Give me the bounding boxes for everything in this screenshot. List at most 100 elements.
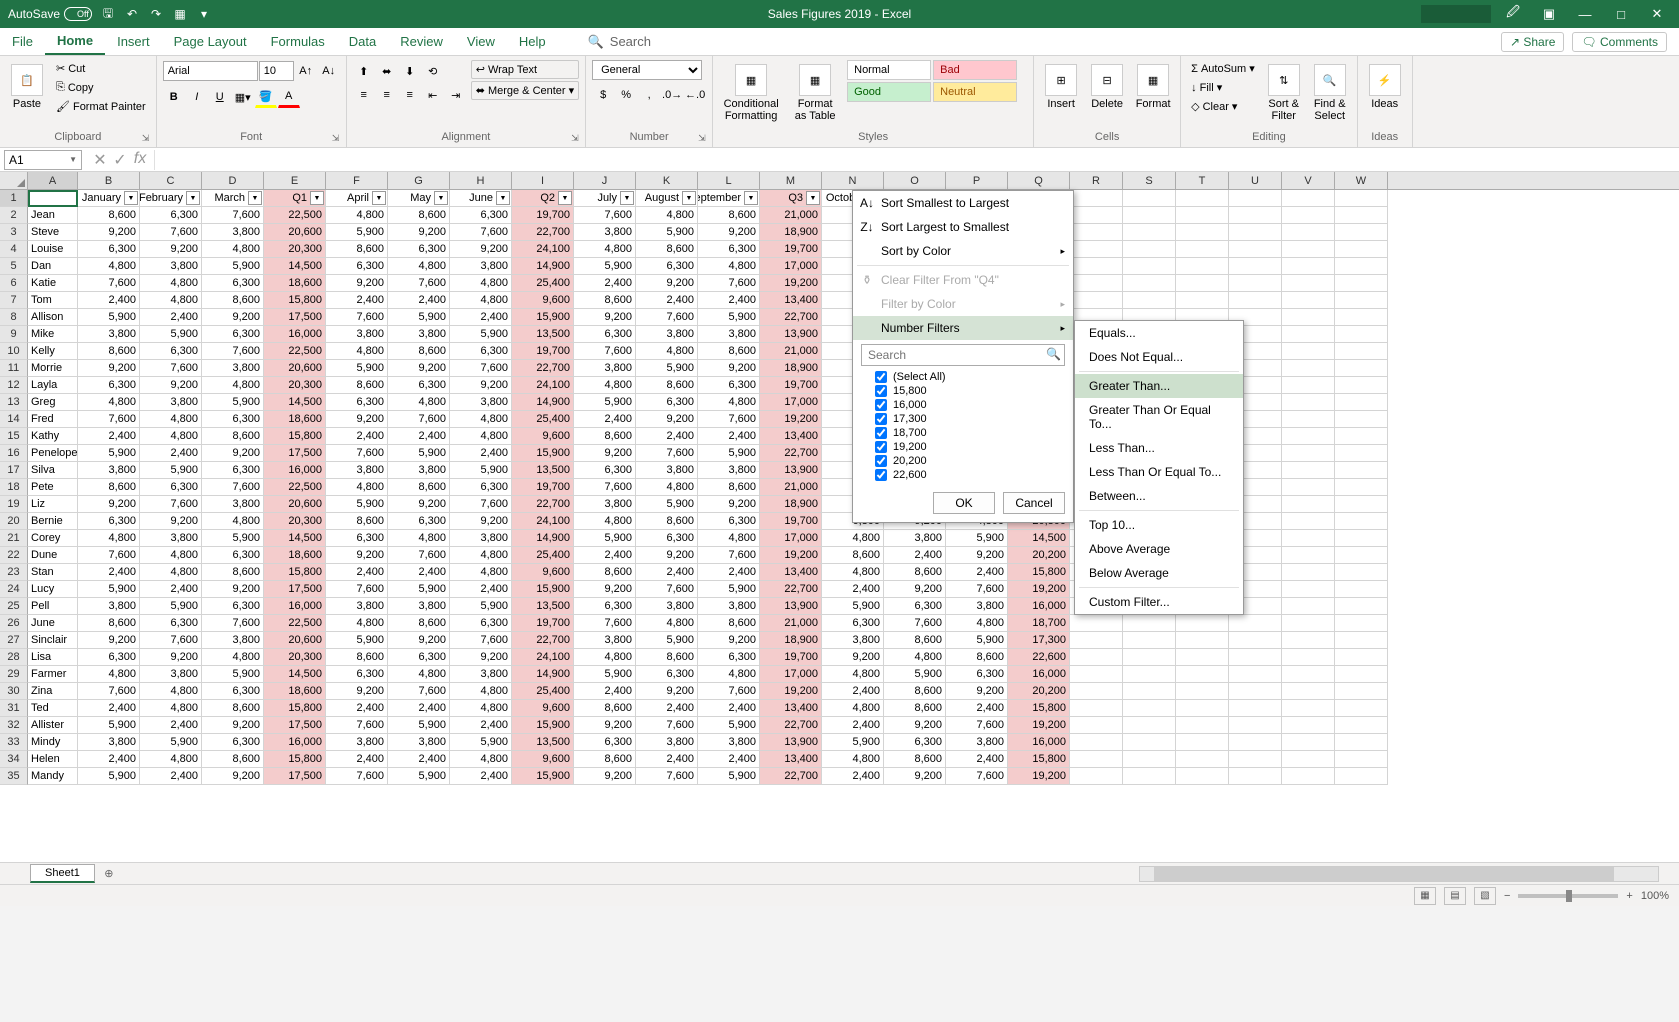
cell[interactable]: 6,300 <box>202 326 264 343</box>
cell[interactable]: 19,700 <box>512 343 574 360</box>
cell[interactable]: 7,600 <box>574 343 636 360</box>
filter-check-item[interactable]: 22,600 <box>875 468 1065 482</box>
column-header[interactable]: P <box>946 172 1008 189</box>
cell[interactable]: 4,800 <box>388 258 450 275</box>
header-cell[interactable]: May▼ <box>388 190 450 207</box>
cell[interactable] <box>1335 530 1388 547</box>
cell[interactable]: 4,800 <box>202 241 264 258</box>
cell[interactable]: 4,800 <box>946 615 1008 632</box>
cell[interactable]: 20,600 <box>264 224 326 241</box>
cell[interactable]: 13,500 <box>512 734 574 751</box>
alignment-launcher-icon[interactable]: ⇲ <box>571 133 583 145</box>
cell[interactable]: 6,300 <box>636 258 698 275</box>
cell[interactable]: 2,400 <box>140 309 202 326</box>
cell[interactable]: 25,400 <box>512 547 574 564</box>
cell[interactable]: 4,800 <box>140 275 202 292</box>
cell[interactable]: 2,400 <box>78 751 140 768</box>
column-header[interactable]: G <box>388 172 450 189</box>
cell[interactable]: 3,800 <box>946 734 1008 751</box>
tab-insert[interactable]: Insert <box>105 28 162 55</box>
cell[interactable]: 20,300 <box>264 649 326 666</box>
ribbon-options-icon[interactable]: 🖉 <box>1499 4 1527 24</box>
cell[interactable]: 8,600 <box>574 751 636 768</box>
cell[interactable]: 9,200 <box>78 496 140 513</box>
cell[interactable]: 2,400 <box>326 564 388 581</box>
cell[interactable]: 13,900 <box>760 734 822 751</box>
cell[interactable]: 8,600 <box>202 564 264 581</box>
add-sheet-button[interactable]: ⊕ <box>99 864 119 884</box>
page-break-view-icon[interactable]: ▧ <box>1474 887 1496 905</box>
cell[interactable]: 13,400 <box>760 292 822 309</box>
cell[interactable]: 7,600 <box>202 343 264 360</box>
header-cell[interactable]: September▼ <box>698 190 760 207</box>
cell[interactable] <box>1282 547 1335 564</box>
cell[interactable]: 5,900 <box>636 224 698 241</box>
cell[interactable]: 3,800 <box>78 462 140 479</box>
cell[interactable]: 2,400 <box>636 751 698 768</box>
cell[interactable]: 4,800 <box>574 513 636 530</box>
cell[interactable]: 7,600 <box>388 547 450 564</box>
cell[interactable]: 9,600 <box>512 292 574 309</box>
cell[interactable]: 19,700 <box>512 615 574 632</box>
cell[interactable]: 21,000 <box>760 343 822 360</box>
cell[interactable]: 14,900 <box>512 666 574 683</box>
cell[interactable]: 4,800 <box>822 530 884 547</box>
cell[interactable]: 3,800 <box>884 530 946 547</box>
cell[interactable] <box>1335 462 1388 479</box>
currency-icon[interactable]: $ <box>592 84 614 106</box>
cell[interactable] <box>1282 309 1335 326</box>
zoom-slider[interactable] <box>1518 894 1618 898</box>
cell[interactable]: 7,600 <box>140 360 202 377</box>
font-size-select[interactable] <box>259 61 294 81</box>
cell[interactable] <box>1070 292 1123 309</box>
cell[interactable] <box>1176 751 1229 768</box>
cell[interactable]: 15,800 <box>264 700 326 717</box>
cell[interactable] <box>1282 700 1335 717</box>
cell[interactable]: 4,800 <box>450 428 512 445</box>
cell[interactable]: Pell <box>28 598 78 615</box>
cell[interactable]: Greg <box>28 394 78 411</box>
cell[interactable] <box>1229 666 1282 683</box>
filter-checkbox[interactable] <box>875 427 887 439</box>
cell[interactable]: 4,800 <box>388 530 450 547</box>
cell[interactable]: 19,200 <box>760 683 822 700</box>
filter-check-item[interactable]: 16,000 <box>875 398 1065 412</box>
cell[interactable]: 5,900 <box>78 309 140 326</box>
cell[interactable]: 3,800 <box>636 462 698 479</box>
cell[interactable]: 5,900 <box>946 530 1008 547</box>
cell[interactable]: 18,900 <box>760 632 822 649</box>
cell[interactable] <box>1335 292 1388 309</box>
cell[interactable]: 22,700 <box>512 632 574 649</box>
cell[interactable] <box>1123 683 1176 700</box>
nf-between[interactable]: Between... <box>1075 484 1243 508</box>
cell[interactable] <box>1282 377 1335 394</box>
cell[interactable]: 3,800 <box>140 666 202 683</box>
cell[interactable] <box>1335 768 1388 785</box>
nf-greater-equal[interactable]: Greater Than Or Equal To... <box>1075 398 1243 436</box>
column-header[interactable]: K <box>636 172 698 189</box>
row-header[interactable]: 24 <box>0 581 28 598</box>
cell[interactable] <box>1282 360 1335 377</box>
fill-button[interactable]: ↓ Fill ▾ <box>1187 79 1259 96</box>
cell[interactable]: 3,800 <box>388 326 450 343</box>
column-header[interactable]: E <box>264 172 326 189</box>
cell[interactable]: 2,400 <box>78 700 140 717</box>
nf-top10[interactable]: Top 10... <box>1075 513 1243 537</box>
cell[interactable] <box>1335 751 1388 768</box>
cell[interactable]: 9,200 <box>450 649 512 666</box>
cell[interactable]: 9,200 <box>78 360 140 377</box>
cell[interactable]: Ted <box>28 700 78 717</box>
cell[interactable] <box>1335 224 1388 241</box>
cell[interactable]: Corey <box>28 530 78 547</box>
cell[interactable]: 6,300 <box>202 275 264 292</box>
user-badge[interactable] <box>1421 5 1491 23</box>
cell[interactable]: 5,900 <box>450 734 512 751</box>
cell[interactable]: 2,400 <box>698 700 760 717</box>
cell[interactable]: 5,900 <box>140 326 202 343</box>
cell[interactable]: 4,800 <box>450 292 512 309</box>
cell[interactable]: 17,000 <box>760 530 822 547</box>
column-header[interactable]: C <box>140 172 202 189</box>
cell[interactable] <box>1282 615 1335 632</box>
cell[interactable]: Helen <box>28 751 78 768</box>
row-header[interactable]: 10 <box>0 343 28 360</box>
